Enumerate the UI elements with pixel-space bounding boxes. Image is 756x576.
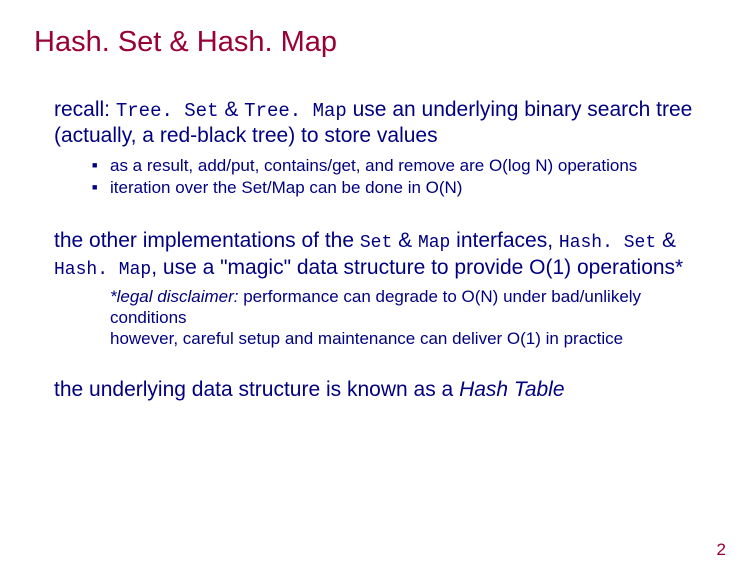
text: the other implementations of the xyxy=(54,229,360,252)
code-map: Map xyxy=(418,233,450,253)
slide-title: Hash. Set & Hash. Map xyxy=(34,26,722,59)
code-treeset: Tree. Set xyxy=(116,100,219,122)
text: the underlying data structure is known a… xyxy=(54,378,459,401)
text: & xyxy=(392,229,418,252)
paragraph-hashtable: the underlying data structure is known a… xyxy=(54,377,722,403)
hash-table-term: Hash Table xyxy=(459,378,564,401)
code-hashset: Hash. Set xyxy=(559,233,656,253)
code-hashmap: Hash. Map xyxy=(54,260,151,280)
text: & xyxy=(656,229,676,252)
text: , use a "magic" data structure to provid… xyxy=(151,256,683,279)
disclaimer-block: *legal disclaimer: performance can degra… xyxy=(110,286,722,349)
list-item: iteration over the Set/Map can be done i… xyxy=(92,177,722,198)
code-treemap: Tree. Map xyxy=(244,100,347,122)
text: interfaces, xyxy=(450,229,559,252)
disclaimer-line-1: *legal disclaimer: performance can degra… xyxy=(110,286,722,328)
page-number: 2 xyxy=(717,540,726,560)
text: & xyxy=(218,98,244,121)
text: recall: xyxy=(54,98,116,121)
disclaimer-lead: *legal disclaimer: xyxy=(110,287,239,306)
disclaimer-line-2: however, careful setup and maintenance c… xyxy=(110,328,722,349)
list-item: as a result, add/put, contains/get, and … xyxy=(92,155,722,176)
bullet-list-1: as a result, add/put, contains/get, and … xyxy=(92,155,722,198)
paragraph-other-impl: the other implementations of the Set & M… xyxy=(54,228,722,282)
slide-container: Hash. Set & Hash. Map recall: Tree. Set … xyxy=(0,0,756,403)
paragraph-recall: recall: Tree. Set & Tree. Map use an und… xyxy=(54,97,722,149)
code-set: Set xyxy=(360,233,392,253)
